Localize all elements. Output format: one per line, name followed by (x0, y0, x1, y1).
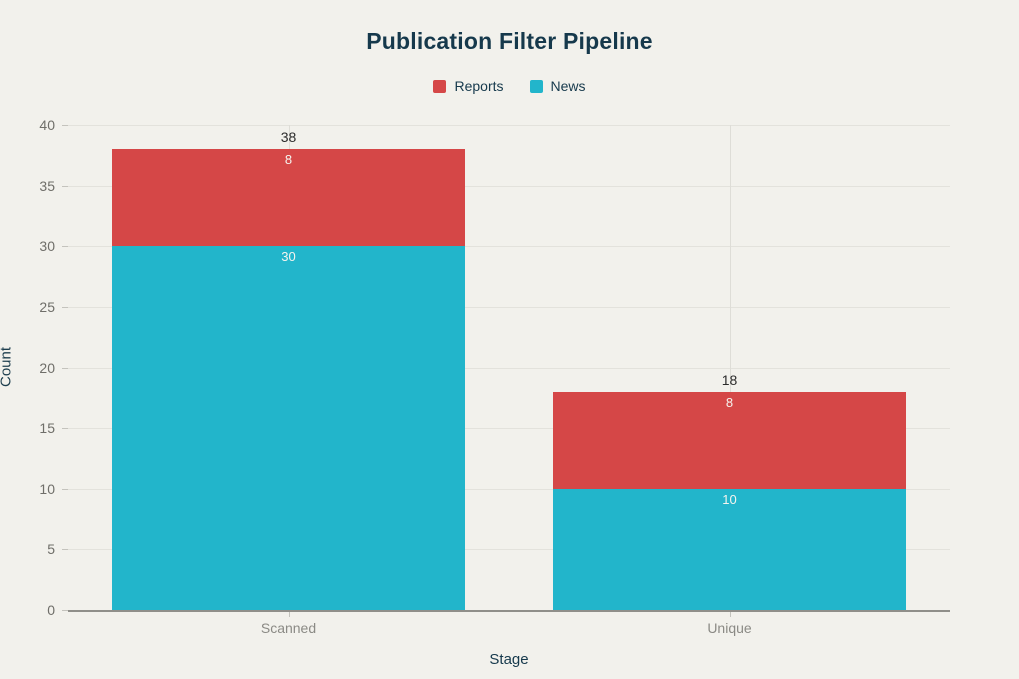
gridline-y-40 (68, 125, 950, 126)
y-tick-mark-30 (62, 246, 68, 248)
x-tick-label-unique: Unique (707, 620, 752, 636)
legend-item-reports: Reports (433, 78, 504, 94)
y-tick-label-20: 20 (39, 359, 55, 376)
legend: Reports News (0, 78, 1019, 94)
legend-label: Reports (454, 78, 504, 94)
y-tick-mark-0 (62, 610, 68, 611)
gridline-y-25 (68, 306, 950, 308)
y-tick-label-25: 25 (39, 298, 55, 315)
bar-total-scanned: 38 (280, 129, 297, 146)
x-tick-mark-unique (729, 612, 731, 617)
y-tick-label-5: 5 (47, 541, 55, 558)
y-tick-label-30: 30 (39, 238, 55, 255)
bar-segment-reports-unique: 8 (553, 391, 906, 489)
gridline-y-15 (68, 428, 950, 430)
y-tick-mark-10 (62, 488, 68, 490)
y-tick-label-0: 0 (47, 602, 55, 618)
y-tick-label-10: 10 (39, 480, 55, 497)
y-tick-mark-25 (62, 306, 68, 308)
y-tick-label-40: 40 (39, 117, 55, 133)
plot-area: 0 5 10 15 20 25 30 35 40 Scanned 30 8 38 Unique 10 8 18 (39, 117, 950, 636)
y-tick-label-15: 15 (39, 420, 55, 437)
bar-segment-reports-scanned: 8 (112, 149, 465, 247)
gridline-y-5 (68, 549, 950, 551)
gridline-y-20 (68, 367, 950, 369)
bar-segment-news-scanned: 30 (112, 246, 465, 610)
x-tick-mark-scanned (288, 612, 290, 617)
gridline-x-unique (729, 125, 731, 610)
gridline-y-30 (68, 246, 950, 248)
y-tick-mark-15 (62, 428, 68, 430)
gridline-y-35 (68, 185, 950, 187)
y-tick-mark-40 (62, 125, 68, 126)
chart-title: Publication Filter Pipeline (366, 28, 653, 54)
legend-item-news: News (529, 78, 586, 94)
x-axis-title: Stage (489, 651, 529, 668)
y-tick-mark-5 (62, 549, 68, 551)
bar-value-reports-scanned: 8 (284, 152, 293, 168)
bar-value-news-unique: 10 (722, 491, 737, 507)
y-axis-title: Count (0, 346, 15, 388)
legend-label: News (550, 78, 586, 94)
bar-segment-news-unique: 10 (553, 488, 906, 610)
legend-swatch-news (529, 79, 543, 93)
y-tick-mark-35 (62, 185, 68, 187)
bar-value-news-scanned: 30 (281, 249, 296, 265)
bar-value-reports-unique: 8 (725, 394, 734, 410)
gridline-y-10 (68, 488, 950, 490)
y-tick-label-35: 35 (39, 177, 55, 194)
x-tick-label-scanned: Scanned (260, 620, 317, 636)
legend-swatch-reports (433, 79, 447, 93)
bar-total-unique: 18 (721, 371, 738, 388)
y-tick-mark-20 (62, 367, 68, 369)
